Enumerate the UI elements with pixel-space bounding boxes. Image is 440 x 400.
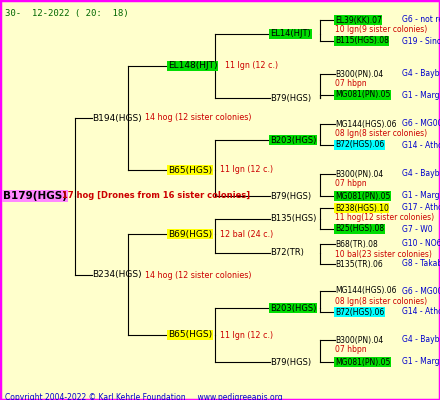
Text: B203(HGS): B203(HGS) [270,304,316,312]
Text: B69(HGS): B69(HGS) [168,230,212,238]
Text: G10 - NO6294R: G10 - NO6294R [402,240,440,248]
Text: 08 lgn(8 sister colonies): 08 lgn(8 sister colonies) [335,130,427,138]
Text: Copyright 2004-2022 © Karl Kehrle Foundation     www.pedigreeapis.org: Copyright 2004-2022 © Karl Kehrle Founda… [5,393,282,400]
Text: B65(HGS): B65(HGS) [168,330,212,340]
Text: B79(HGS): B79(HGS) [270,358,311,366]
Text: G14 - AthosSt80R: G14 - AthosSt80R [402,308,440,316]
Text: 12 bal (24 c.): 12 bal (24 c.) [220,230,273,238]
Text: G7 - W0: G7 - W0 [402,224,433,234]
Text: 11 lgn (12 c.): 11 lgn (12 c.) [225,62,278,70]
Text: B72(HGS).06: B72(HGS).06 [335,308,384,316]
Text: B234(HGS): B234(HGS) [92,270,142,280]
Text: 07 hbpn: 07 hbpn [335,346,367,354]
Text: G4 - Bayburt98-3: G4 - Bayburt98-3 [402,70,440,78]
Text: B65(HGS): B65(HGS) [168,166,212,174]
Text: G8 - Takab93aR: G8 - Takab93aR [402,260,440,268]
Text: G6 - MG00R: G6 - MG00R [402,120,440,128]
Text: G1 - Margret04R: G1 - Margret04R [402,192,440,200]
Text: EL14(HJT): EL14(HJT) [270,30,311,38]
Text: 10 bal(23 sister colonies): 10 bal(23 sister colonies) [335,250,432,258]
Text: 17 hog [Drones from 16 sister colonies]: 17 hog [Drones from 16 sister colonies] [62,192,250,200]
Text: G19 - Sinop72R: G19 - Sinop72R [402,36,440,46]
Text: B300(PN).04: B300(PN).04 [335,336,383,344]
Text: G6 - MG00R: G6 - MG00R [402,286,440,296]
Text: B300(PN).04: B300(PN).04 [335,170,383,178]
Text: MG081(PN).05: MG081(PN).05 [335,192,390,200]
Text: G1 - Margret04R: G1 - Margret04R [402,90,440,100]
Text: 11 lgn (12 c.): 11 lgn (12 c.) [220,330,273,340]
Text: B115(HGS).08: B115(HGS).08 [335,36,389,46]
Text: B135(TR).06: B135(TR).06 [335,260,383,268]
Text: MG081(PN).05: MG081(PN).05 [335,358,390,366]
Text: 30-  12-2022 ( 20:  18): 30- 12-2022 ( 20: 18) [5,9,128,18]
Text: 07 hbpn: 07 hbpn [335,80,367,88]
Text: MG144(HGS).06: MG144(HGS).06 [335,120,396,128]
Text: B72(TR): B72(TR) [270,248,304,258]
Text: B203(HGS): B203(HGS) [270,136,316,144]
Text: G1 - Margret04R: G1 - Margret04R [402,358,440,366]
Text: B300(PN).04: B300(PN).04 [335,70,383,78]
Text: G6 - not registe: G6 - not registe [402,16,440,24]
Text: G4 - Bayburt98-3: G4 - Bayburt98-3 [402,170,440,178]
Text: B135(HGS): B135(HGS) [270,214,316,224]
Text: 11 hog(12 sister colonies): 11 hog(12 sister colonies) [335,214,434,222]
Text: B79(HGS): B79(HGS) [270,94,311,102]
Text: B238(HGS).10: B238(HGS).10 [335,204,389,212]
Text: 10 lgn(9 sister colonies): 10 lgn(9 sister colonies) [335,26,427,34]
Text: B179(HGS): B179(HGS) [3,191,67,201]
Text: EL39(KK).07: EL39(KK).07 [335,16,382,24]
Text: 07 hbpn: 07 hbpn [335,180,367,188]
Text: G14 - AthosSt80R: G14 - AthosSt80R [402,140,440,150]
Text: 11 lgn (12 c.): 11 lgn (12 c.) [220,166,273,174]
Text: MG081(PN).05: MG081(PN).05 [335,90,390,100]
Text: MG144(HGS).06: MG144(HGS).06 [335,286,396,296]
Text: G4 - Bayburt98-3: G4 - Bayburt98-3 [402,336,440,344]
Text: 14 hog (12 sister colonies): 14 hog (12 sister colonies) [145,270,252,280]
Text: B79(HGS): B79(HGS) [270,192,311,200]
Text: 08 lgn(8 sister colonies): 08 lgn(8 sister colonies) [335,296,427,306]
Text: B68(TR).08: B68(TR).08 [335,240,378,248]
Text: 14 hog (12 sister colonies): 14 hog (12 sister colonies) [145,114,252,122]
Text: G17 - AthosSt80R: G17 - AthosSt80R [402,204,440,212]
Text: B194(HGS): B194(HGS) [92,114,142,122]
Text: B72(HGS).06: B72(HGS).06 [335,140,384,150]
Text: B25(HGS).08: B25(HGS).08 [335,224,384,234]
Text: EL148(HJT): EL148(HJT) [168,62,217,70]
